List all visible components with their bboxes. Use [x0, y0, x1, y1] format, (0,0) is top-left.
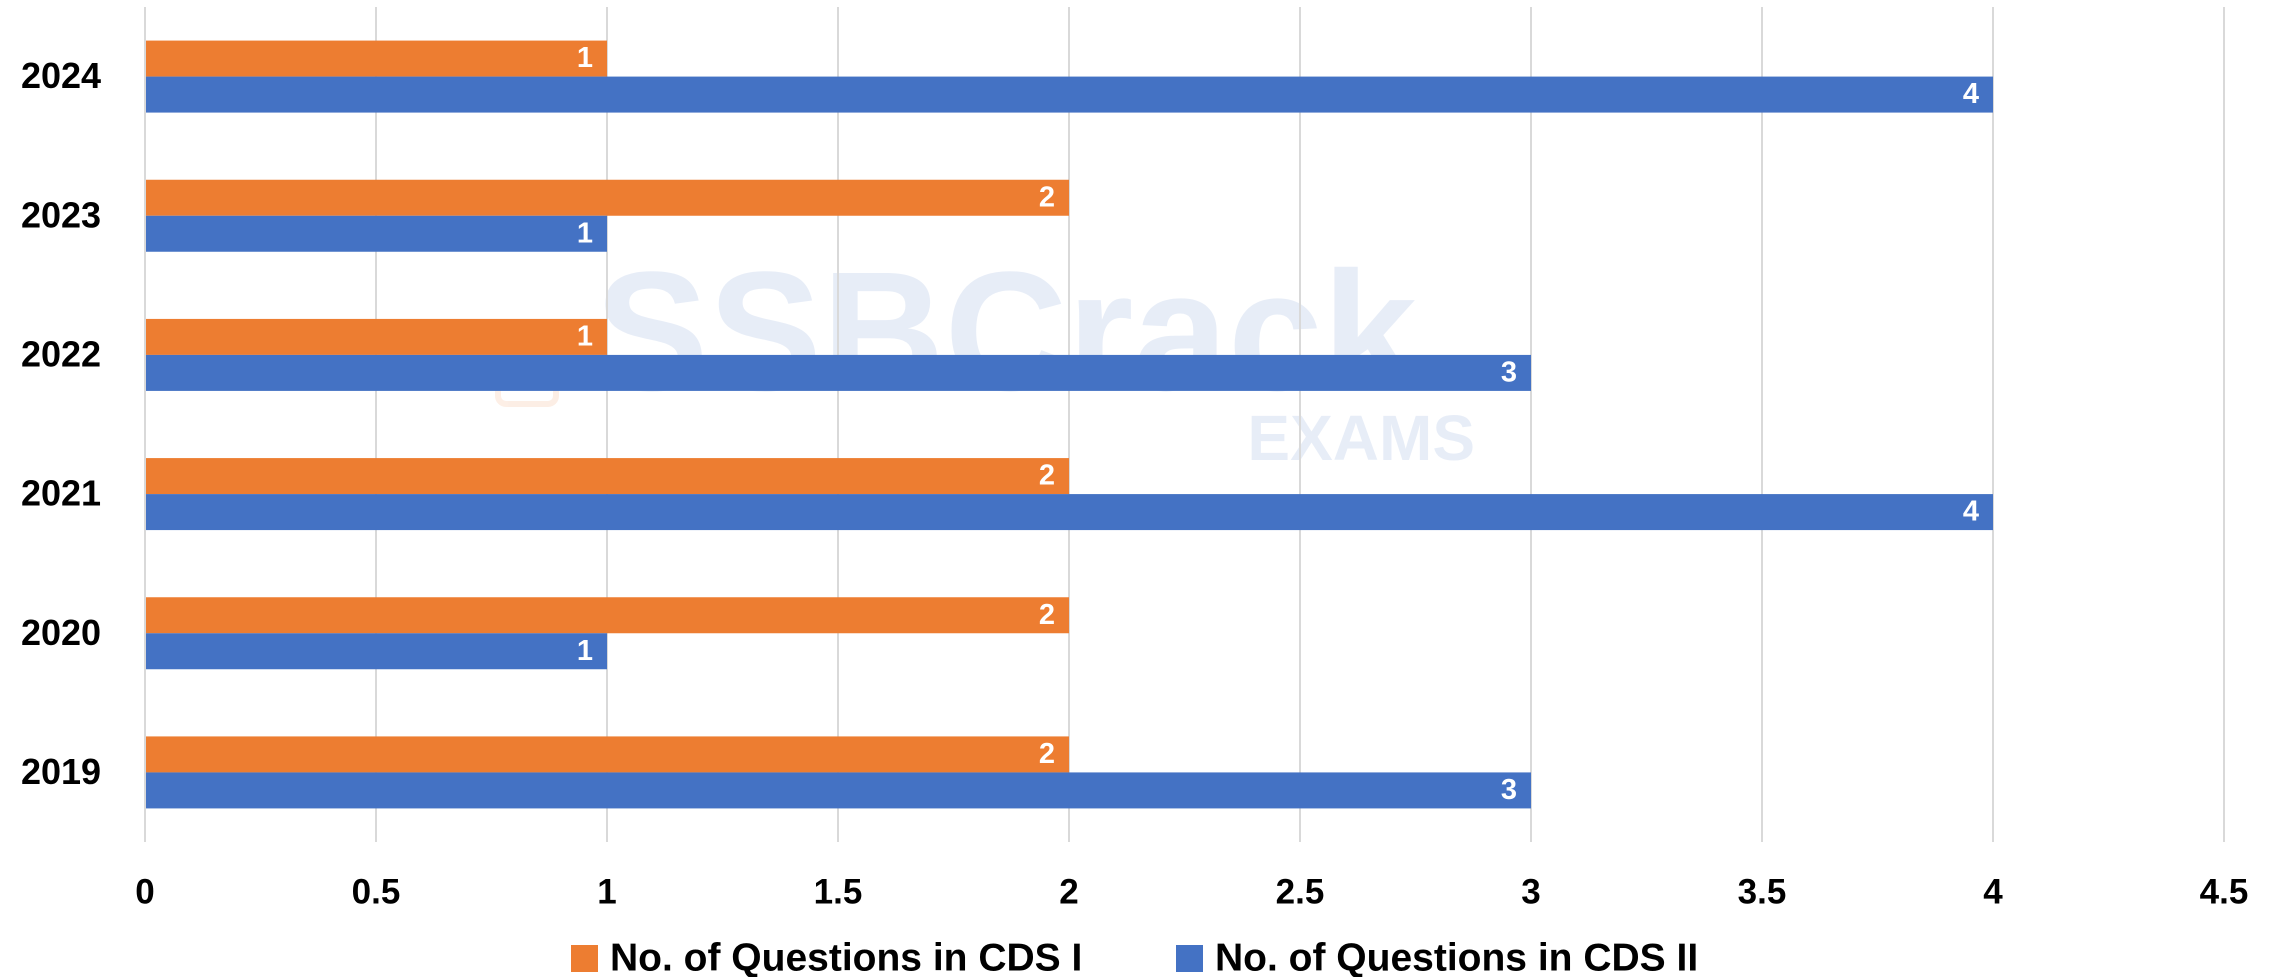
data-label: 2: [1039, 181, 1055, 213]
bar: [145, 354, 1531, 391]
y-tick-label: 2024: [21, 55, 101, 96]
y-tick-label: 2020: [21, 612, 101, 653]
bar: [145, 40, 607, 77]
bar: [145, 76, 1993, 113]
data-label: 1: [577, 217, 593, 249]
y-tick-label: 2022: [21, 333, 101, 374]
bar: [145, 597, 1069, 634]
x-tick-label: 2: [1059, 872, 1078, 911]
data-label: 2: [1039, 460, 1055, 492]
x-tick-label: 0.5: [352, 872, 401, 911]
legend-swatch: [1176, 945, 1203, 972]
x-tick-label: 4.5: [2200, 872, 2249, 911]
bar: [145, 633, 607, 670]
data-label: 1: [577, 321, 593, 353]
data-label: 3: [1501, 774, 1517, 806]
legend-label: No. of Questions in CDS I: [610, 936, 1082, 977]
x-tick-label: 0: [135, 872, 154, 911]
bar: [145, 318, 607, 355]
x-tick-label: 1: [597, 872, 616, 911]
legend-label: No. of Questions in CDS II: [1215, 936, 1698, 977]
bar: [145, 458, 1069, 495]
data-label: 2: [1039, 738, 1055, 770]
y-tick-label: 2021: [21, 473, 101, 514]
data-label: 4: [1963, 496, 1979, 528]
data-label: 2: [1039, 599, 1055, 631]
data-label: 1: [577, 635, 593, 667]
x-tick-label: 3.5: [1738, 872, 1787, 911]
watermark: SSBCrack EXAMS: [495, 237, 1475, 474]
x-tick-label: 1.5: [814, 872, 863, 911]
x-tick-label: 4: [1983, 872, 2003, 911]
x-tick-label: 2.5: [1276, 872, 1325, 911]
y-tick-label: 2023: [21, 194, 101, 235]
data-label: 4: [1963, 78, 1979, 110]
data-label: 3: [1501, 357, 1517, 389]
watermark-text: SSBCrack: [595, 237, 1418, 427]
watermark-subtext: EXAMS: [1247, 402, 1475, 474]
data-label: 1: [577, 42, 593, 74]
y-tick-label: 2019: [21, 751, 101, 792]
bar: [145, 772, 1531, 809]
bar: [145, 736, 1069, 773]
x-tick-label: 3: [1521, 872, 1540, 911]
bar: [145, 179, 1069, 216]
legend-swatch: [571, 945, 598, 972]
bar: [145, 215, 607, 252]
bar: [145, 494, 1993, 531]
grid: [144, 7, 2225, 842]
